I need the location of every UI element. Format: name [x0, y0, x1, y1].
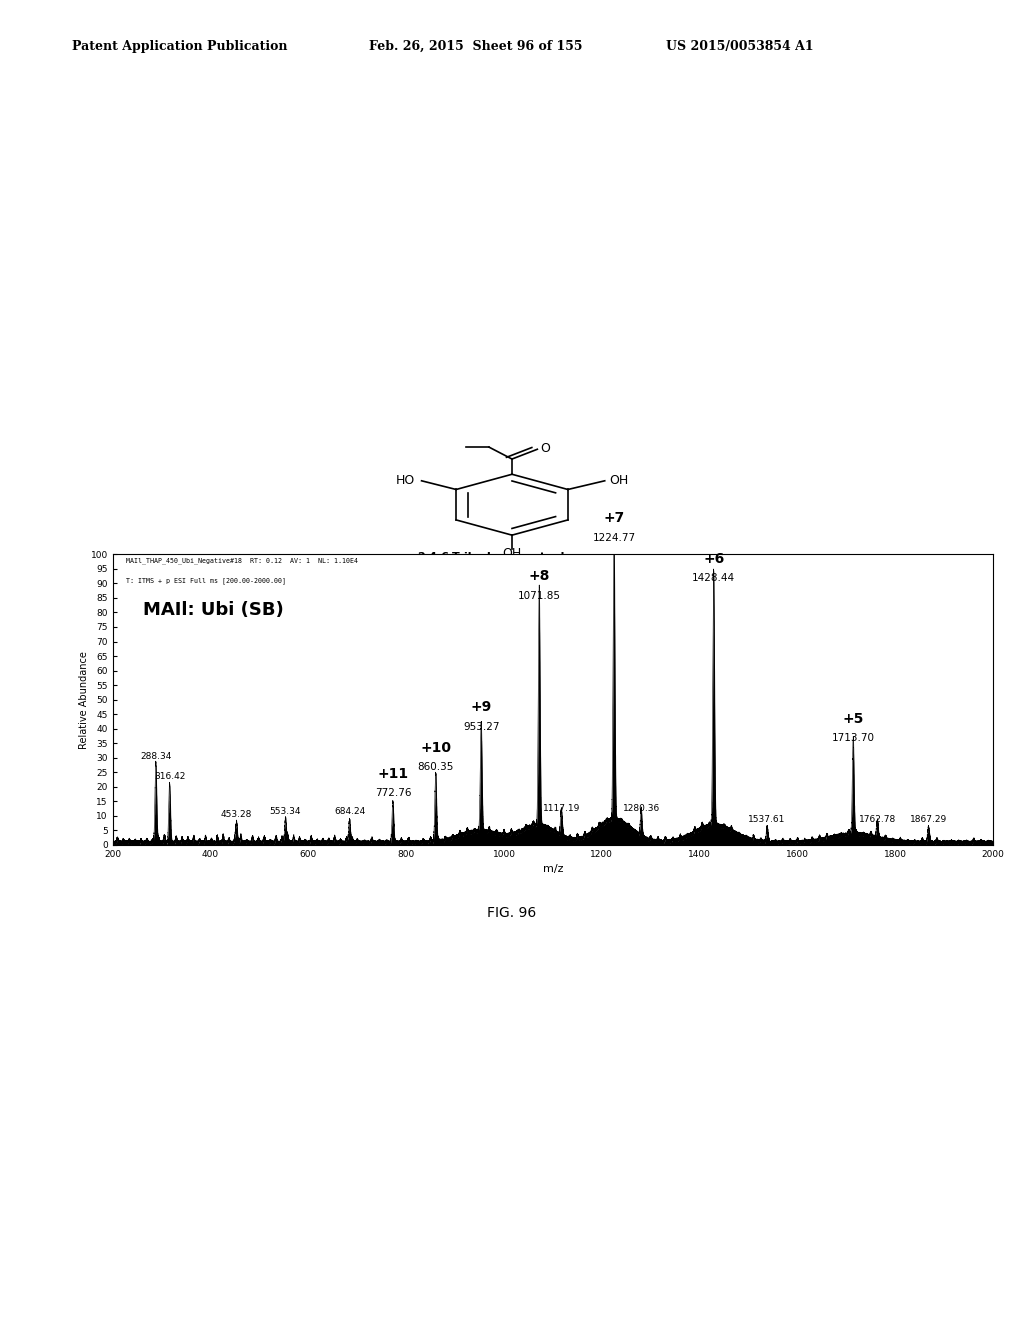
Text: 1713.70: 1713.70	[831, 733, 874, 743]
Text: 288.34: 288.34	[140, 751, 172, 760]
Text: Feb. 26, 2015  Sheet 96 of 155: Feb. 26, 2015 Sheet 96 of 155	[369, 40, 582, 53]
Text: 2,4,6-Trihydroxyacetophenone: 2,4,6-Trihydroxyacetophenone	[417, 552, 607, 562]
Text: +9: +9	[471, 700, 492, 714]
Text: US 2015/0053854 A1: US 2015/0053854 A1	[666, 40, 813, 53]
Text: OH: OH	[503, 546, 521, 560]
Text: 553.34: 553.34	[269, 807, 301, 816]
Text: +10: +10	[420, 741, 452, 755]
Text: 684.24: 684.24	[334, 807, 366, 816]
Text: +8: +8	[528, 569, 550, 583]
Text: 1224.77: 1224.77	[593, 533, 636, 543]
Text: Patent Application Publication: Patent Application Publication	[72, 40, 287, 53]
Text: 1537.61: 1537.61	[749, 816, 785, 825]
Text: 453.28: 453.28	[221, 809, 252, 818]
Text: OH: OH	[609, 474, 628, 487]
Text: MAIl_THAP_450_Ubi_Negative#18  RT: 0.12  AV: 1  NL: 1.10E4: MAIl_THAP_450_Ubi_Negative#18 RT: 0.12 A…	[126, 557, 357, 564]
Text: HO: HO	[396, 474, 415, 487]
Text: 1867.29: 1867.29	[909, 816, 947, 825]
Text: 772.76: 772.76	[375, 788, 411, 799]
Text: +5: +5	[843, 711, 864, 726]
Text: O: O	[541, 442, 551, 454]
Text: +11: +11	[377, 767, 409, 781]
Text: MAIl: Ubi (SB): MAIl: Ubi (SB)	[143, 601, 285, 619]
Text: 1117.19: 1117.19	[543, 804, 580, 813]
Y-axis label: Relative Abundance: Relative Abundance	[79, 651, 89, 748]
Text: +7: +7	[603, 511, 625, 525]
Text: T: ITMS + p ESI Full ms [200.00-2000.00]: T: ITMS + p ESI Full ms [200.00-2000.00]	[126, 578, 286, 585]
Text: 316.42: 316.42	[154, 772, 185, 781]
Text: m.p. 218-222 °C: m.p. 218-222 °C	[469, 568, 555, 577]
Text: 1428.44: 1428.44	[692, 573, 735, 583]
Text: FIG. 96: FIG. 96	[487, 907, 537, 920]
X-axis label: m/z: m/z	[543, 865, 563, 874]
Text: 1071.85: 1071.85	[518, 591, 561, 601]
Text: 953.27: 953.27	[463, 722, 500, 731]
Text: +6: +6	[703, 552, 724, 566]
Text: 1280.36: 1280.36	[623, 804, 659, 813]
Text: 860.35: 860.35	[418, 762, 454, 772]
Text: 1762.78: 1762.78	[858, 816, 896, 825]
